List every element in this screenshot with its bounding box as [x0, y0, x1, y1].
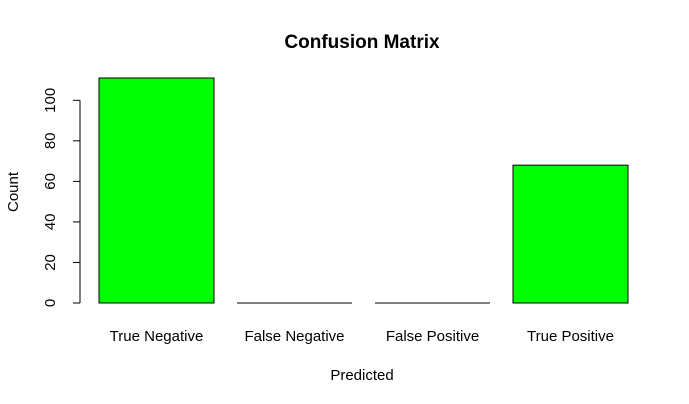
y-tick-label: 40 — [42, 214, 59, 231]
bars — [98, 77, 629, 304]
x-axis-label: Predicted — [330, 367, 393, 384]
x-tick-label: True Negative — [110, 328, 204, 345]
x-axis-tick-labels: True Negative False Negative False Positiv… — [110, 328, 614, 345]
y-tick-label: 100 — [42, 88, 59, 113]
chart-title: Confusion Matrix — [284, 32, 440, 53]
x-tick-label: False Negative — [244, 328, 344, 345]
x-tick-label: False Positive — [386, 328, 479, 345]
y-tick-label: 60 — [42, 173, 59, 190]
y-tick-label: 20 — [42, 254, 59, 271]
y-axis-label: Count — [5, 171, 22, 212]
y-tick-label: 80 — [42, 132, 59, 149]
y-axis: 0 20 40 60 80 100 — [42, 88, 81, 307]
bar-true-negative — [98, 77, 215, 304]
x-tick-label: True Positive — [527, 328, 614, 345]
bar-true-positive — [512, 164, 629, 304]
y-tick-label: 0 — [42, 299, 59, 307]
